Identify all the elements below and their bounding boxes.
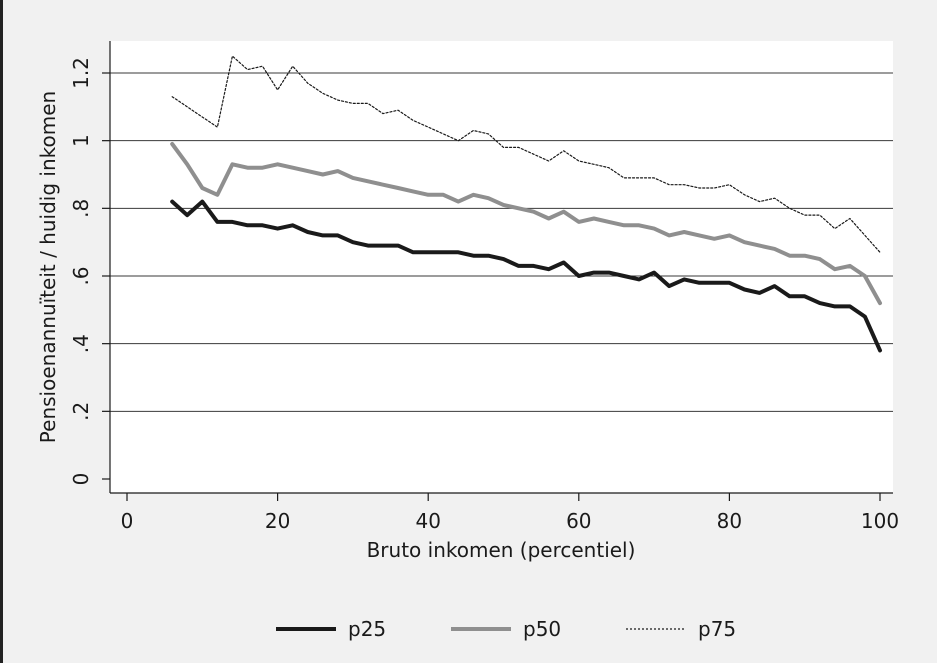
- y-tick-label: 0: [69, 473, 93, 486]
- grid-lines: [110, 72, 893, 412]
- y-tick-label: .6: [69, 266, 93, 285]
- series-line-p75: [171, 55, 881, 253]
- x-tick-label: 20: [265, 509, 290, 533]
- line-chart: 0 .2 .4 .6 .8 1 1.2 0 20 40 60 80 100 Bruto inkomen…: [36, 41, 899, 641]
- y-tick-label: .8: [69, 199, 93, 218]
- legend: p25 p50 p75: [276, 617, 736, 641]
- series-line-p25: [170, 199, 882, 353]
- x-tick-label: 60: [566, 509, 591, 533]
- x-tick-label: 100: [861, 509, 899, 533]
- x-tick-label: 40: [415, 509, 440, 533]
- y-ticks: 0 .2 .4 .6 .8 1 1.2: [69, 57, 110, 485]
- series-layer: [170, 55, 882, 353]
- y-tick-label: .4: [69, 334, 93, 353]
- legend-label-p50: p50: [523, 617, 561, 641]
- series-line-p50: [170, 142, 882, 306]
- y-axis-title: Pensioenannuïteit / huidig inkomen: [36, 91, 60, 443]
- x-tick-label: 0: [121, 509, 134, 533]
- legend-label-p75: p75: [698, 617, 736, 641]
- legend-label-p25: p25: [348, 617, 386, 641]
- x-tick-label: 80: [717, 509, 742, 533]
- plot-area: [110, 41, 893, 493]
- x-axis-title: Bruto inkomen (percentiel): [367, 538, 636, 562]
- x-ticks: 0 20 40 60 80 100: [121, 493, 899, 533]
- y-tick-label: .2: [69, 402, 93, 421]
- y-tick-label: 1.2: [69, 57, 93, 89]
- y-tick-label: 1: [69, 134, 93, 147]
- axes: [109, 41, 893, 494]
